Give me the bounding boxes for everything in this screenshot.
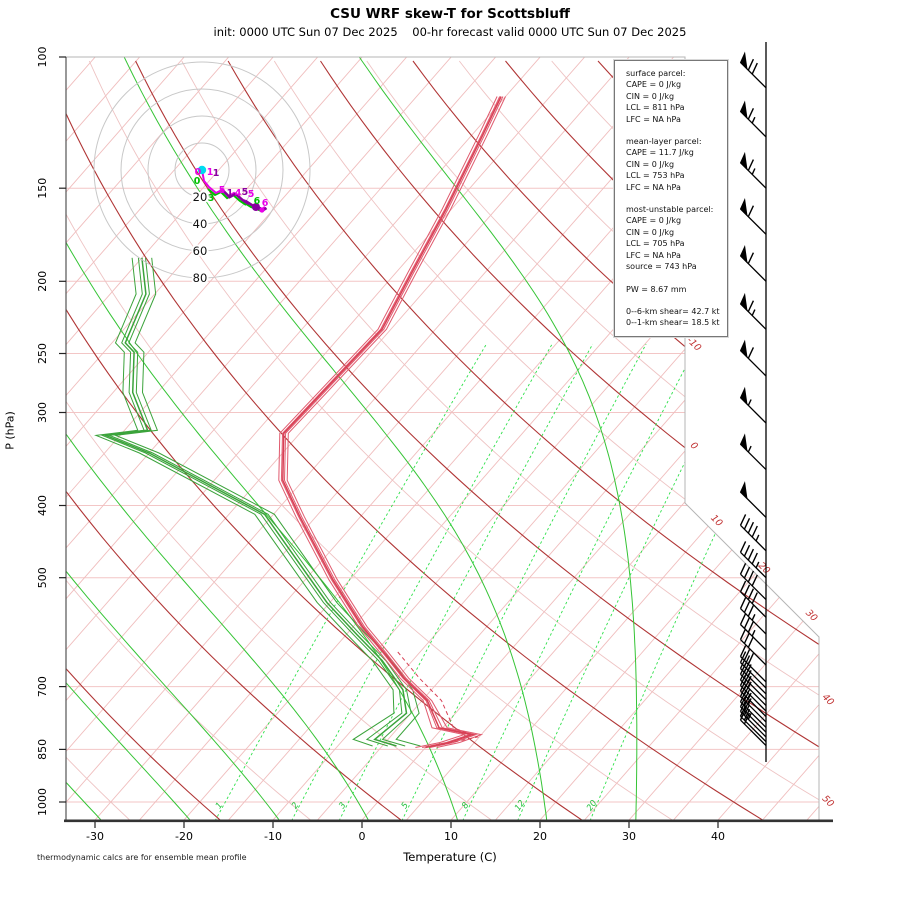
svg-text:8: 8 bbox=[460, 800, 472, 811]
parcel-line: CAPE = 11.7 J/kg bbox=[626, 148, 694, 158]
wind-barbs bbox=[739, 42, 767, 762]
parcel-line: CIN = 0 J/kg bbox=[626, 159, 675, 169]
parcel-section-title: surface parcel: bbox=[626, 69, 686, 78]
p-tick-label: 850 bbox=[36, 739, 49, 760]
hodograph-origin-dot bbox=[197, 165, 207, 175]
svg-text:-10: -10 bbox=[684, 335, 703, 354]
y-axis-title: P (hPa) bbox=[3, 411, 17, 450]
svg-text:50: 50 bbox=[820, 793, 836, 809]
parcel-section-title: most-unstable parcel: bbox=[626, 205, 714, 215]
x-tick-label: 40 bbox=[711, 830, 725, 843]
shear-line: 0--1-km shear= 18.5 kt bbox=[626, 318, 720, 328]
p-tick-label: 300 bbox=[36, 402, 49, 423]
hodograph-height-label: 1 bbox=[213, 168, 220, 179]
p-tick-label: 100 bbox=[36, 47, 49, 68]
svg-text:1: 1 bbox=[214, 801, 225, 811]
dewpoint-profiles bbox=[94, 257, 421, 747]
hodograph-height-label: 5 bbox=[248, 189, 255, 200]
svg-text:2: 2 bbox=[290, 801, 301, 811]
parcel-info-box: surface parcel: CAPE = 0 J/kg CIN = 0 J/kg… bbox=[614, 60, 728, 337]
svg-text:20: 20 bbox=[585, 799, 599, 814]
x-tick-label: -20 bbox=[175, 830, 193, 843]
parcel-line: CIN = 0 J/kg bbox=[626, 227, 675, 237]
x-tick-label: 10 bbox=[444, 830, 458, 843]
x-tick-label: -30 bbox=[86, 830, 104, 843]
svg-text:0: 0 bbox=[688, 440, 700, 452]
svg-text:10: 10 bbox=[708, 513, 724, 529]
hodograph-height-label: 6 bbox=[254, 196, 261, 207]
pw-line: PW = 8.67 mm bbox=[626, 284, 687, 294]
x-tick-label: -10 bbox=[264, 830, 282, 843]
hodograph-height-label: 5 bbox=[242, 187, 249, 198]
chart-subtitle: init: 0000 UTC Sun 07 Dec 2025 00-hr for… bbox=[213, 25, 687, 39]
svg-text:12: 12 bbox=[513, 799, 527, 814]
skewt-background-lines bbox=[66, 57, 819, 820]
p-tick-label: 150 bbox=[36, 178, 49, 199]
hodograph-height-label: 4 bbox=[235, 188, 242, 199]
shear-line: 0--6-km shear= 42.7 kt bbox=[626, 306, 720, 316]
p-tick-label: 200 bbox=[36, 271, 49, 292]
plot-frame: -30 -20 -10 0 10 20 30 401001502002503004005007… bbox=[36, 47, 833, 843]
p-tick-label: 400 bbox=[36, 495, 49, 516]
x-tick-label: 0 bbox=[359, 830, 366, 843]
parcel-line: LCL = 811 hPa bbox=[626, 103, 685, 113]
p-tick-label: 700 bbox=[36, 676, 49, 697]
parcel-line: source = 743 hPa bbox=[626, 262, 697, 272]
parcel-line: CIN = 0 J/kg bbox=[626, 91, 675, 101]
svg-text:5: 5 bbox=[400, 801, 411, 811]
parcel-line: LCL = 705 hPa bbox=[626, 239, 685, 249]
hodograph-height-label: 6 bbox=[262, 198, 269, 209]
parcel-line: LCL = 753 hPa bbox=[626, 171, 685, 181]
parcel-line: LFC = NA hPa bbox=[626, 114, 681, 124]
svg-text:40: 40 bbox=[820, 692, 836, 708]
parcel-line: CAPE = 0 J/kg bbox=[626, 80, 682, 90]
p-tick-label: 1000 bbox=[36, 788, 49, 816]
hodograph-height-label: 0 bbox=[195, 167, 202, 178]
parcel-line: CAPE = 0 J/kg bbox=[626, 216, 682, 226]
hodograph-height-label: 1 bbox=[227, 188, 234, 199]
parcel-section-title: mean-layer parcel: bbox=[626, 137, 702, 147]
hodograph-height-label: 5 bbox=[219, 185, 226, 196]
p-tick-label: 500 bbox=[36, 567, 49, 588]
p-tick-label: 250 bbox=[36, 343, 49, 364]
hodograph-ring-label: 20 bbox=[193, 190, 208, 204]
x-tick-label: 30 bbox=[622, 830, 636, 843]
hodograph-height-label: 0 bbox=[194, 176, 201, 187]
chart-title: CSU WRF skew-T for Scottsbluff bbox=[330, 6, 570, 22]
svg-text:30: 30 bbox=[803, 608, 819, 624]
hodograph-height-label: 3 bbox=[208, 193, 215, 204]
x-tick-label: 20 bbox=[533, 830, 547, 843]
x-axis-title: Temperature (C) bbox=[403, 850, 497, 864]
svg-text:3: 3 bbox=[337, 801, 348, 811]
parcel-line: LFC = NA hPa bbox=[626, 250, 681, 260]
hodograph-ring-label: 80 bbox=[193, 271, 208, 285]
footer-note: thermodynamic calcs are for ensemble mea… bbox=[37, 853, 247, 862]
temperature-profiles bbox=[278, 96, 506, 749]
hodograph-ring-label: 40 bbox=[193, 217, 208, 231]
hodograph-ring-label: 60 bbox=[193, 244, 208, 258]
parcel-line: LFC = NA hPa bbox=[626, 182, 681, 192]
hodograph-height-label: 1 bbox=[207, 167, 214, 178]
